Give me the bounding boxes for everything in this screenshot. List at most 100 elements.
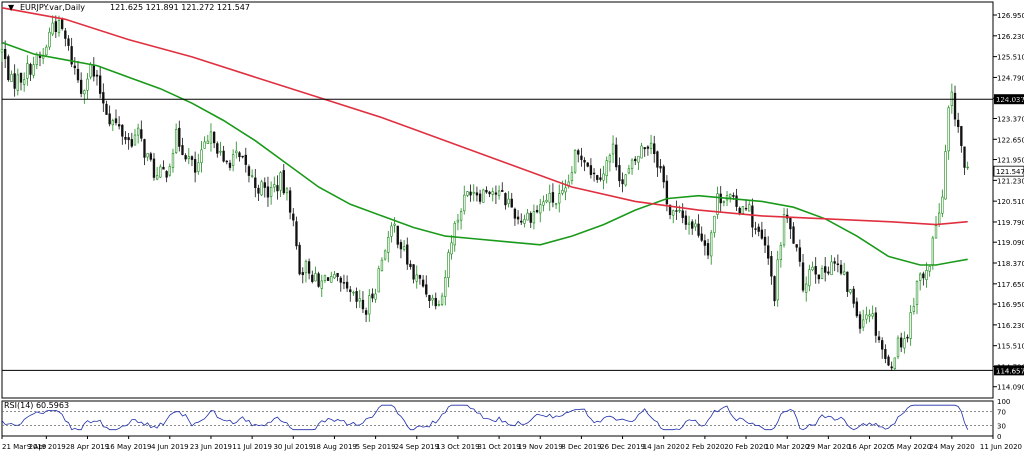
rsi-tick-label: 30 bbox=[997, 423, 1006, 431]
candle-body bbox=[190, 156, 194, 160]
candle-body bbox=[925, 270, 928, 280]
candle-body bbox=[602, 173, 605, 181]
y-tick-label: 114.090 bbox=[997, 384, 1024, 392]
candle-body bbox=[295, 221, 298, 247]
candle-body bbox=[858, 314, 862, 329]
candle-body bbox=[501, 190, 504, 192]
rsi-plot-frame bbox=[1, 400, 994, 437]
candle-body bbox=[266, 186, 270, 198]
y-tick-label: 114.790 bbox=[997, 363, 1024, 371]
candle-body bbox=[830, 261, 833, 276]
candle-body bbox=[76, 68, 80, 81]
level-price-tag bbox=[994, 365, 1024, 376]
candle-body bbox=[488, 191, 491, 195]
candle-body bbox=[187, 156, 190, 160]
candle-body bbox=[54, 21, 57, 33]
candle-body bbox=[57, 20, 61, 34]
candle-body bbox=[966, 166, 969, 169]
candle-body bbox=[855, 301, 859, 317]
candle-body bbox=[697, 223, 700, 236]
candle-body bbox=[754, 228, 757, 230]
x-tick-label: 29 Mar 2020 bbox=[806, 443, 850, 451]
candle-body bbox=[241, 155, 244, 158]
candle-body bbox=[203, 141, 206, 149]
candle-body bbox=[957, 119, 960, 128]
candle-body bbox=[627, 168, 631, 174]
candle-body bbox=[149, 153, 152, 160]
y-tick-label: 119.090 bbox=[997, 239, 1024, 247]
candle-body bbox=[773, 276, 776, 302]
candle-body bbox=[409, 263, 412, 268]
candle-body bbox=[577, 150, 580, 155]
candle-body bbox=[469, 191, 472, 196]
candle-body bbox=[174, 129, 178, 153]
candle-body bbox=[371, 293, 374, 299]
candle-body bbox=[691, 221, 694, 229]
candle-body bbox=[811, 266, 814, 271]
level-price-label: 124.037 bbox=[996, 96, 1024, 104]
candle-body bbox=[456, 219, 460, 223]
candle-body bbox=[485, 189, 488, 193]
candle-body bbox=[349, 289, 352, 293]
candle-body bbox=[307, 261, 311, 274]
candle-body bbox=[70, 46, 73, 65]
candle-body bbox=[865, 314, 868, 320]
y-tick-label: 123.370 bbox=[997, 115, 1024, 123]
candle-body bbox=[415, 274, 418, 282]
candle-body bbox=[824, 266, 827, 273]
candle-body bbox=[653, 143, 656, 155]
candle-body bbox=[121, 124, 124, 137]
candle-body bbox=[640, 145, 643, 159]
candle-body bbox=[130, 139, 133, 147]
horizontal-levels[interactable]: 124.037 114.657 121.547 bbox=[2, 94, 1024, 376]
y-tick-label: 117.650 bbox=[997, 281, 1024, 289]
candle-body bbox=[326, 277, 330, 281]
candle-body bbox=[516, 216, 520, 220]
candle-body bbox=[798, 247, 802, 262]
candle-body bbox=[624, 174, 627, 186]
candle-body bbox=[406, 244, 409, 265]
candle-body bbox=[681, 210, 684, 218]
candle-body bbox=[13, 73, 16, 89]
candle-body bbox=[884, 349, 887, 359]
candle-body bbox=[111, 120, 114, 126]
candle-body bbox=[795, 244, 798, 248]
candle-body bbox=[570, 172, 574, 181]
candle-body bbox=[16, 74, 20, 91]
candle-body bbox=[542, 201, 545, 206]
x-tick-label: 14 Jan 2020 bbox=[643, 443, 685, 451]
candle-body bbox=[311, 274, 314, 282]
candle-body bbox=[45, 46, 48, 56]
rsi-panel: 100 70 30 0 bbox=[1, 398, 1010, 441]
candle-body bbox=[770, 256, 773, 277]
candle-body bbox=[60, 19, 64, 29]
candle-body bbox=[323, 275, 327, 281]
candle-body bbox=[634, 158, 637, 162]
candle-body bbox=[637, 155, 640, 163]
candle-body bbox=[159, 166, 162, 178]
x-tick-label: 5 May 2020 bbox=[890, 443, 931, 451]
candle-body bbox=[938, 212, 941, 225]
candle-body bbox=[703, 240, 707, 246]
candle-body bbox=[181, 145, 184, 155]
candle-body bbox=[235, 150, 238, 154]
candle-body bbox=[893, 357, 897, 369]
candle-body bbox=[675, 210, 678, 212]
candle-body bbox=[694, 223, 697, 228]
candle-body bbox=[545, 199, 548, 203]
candle-body bbox=[729, 194, 732, 198]
candle-body bbox=[520, 220, 523, 223]
x-tick-label: 26 Dec 2019 bbox=[600, 443, 645, 451]
rsi-tick-label: 100 bbox=[997, 398, 1010, 406]
candle-body bbox=[304, 261, 308, 274]
x-tick-label: 20 Feb 2020 bbox=[724, 443, 768, 451]
x-tick-label: 13 Oct 2019 bbox=[436, 443, 479, 451]
dropdown-triangle-icon[interactable]: ▼ bbox=[8, 3, 15, 12]
candle-body bbox=[67, 38, 70, 46]
candle-body bbox=[646, 146, 650, 149]
price-axis: 126.950 126.230 125.510 124.790 124.070 123.3… bbox=[993, 12, 1024, 392]
candle-body bbox=[779, 244, 783, 261]
